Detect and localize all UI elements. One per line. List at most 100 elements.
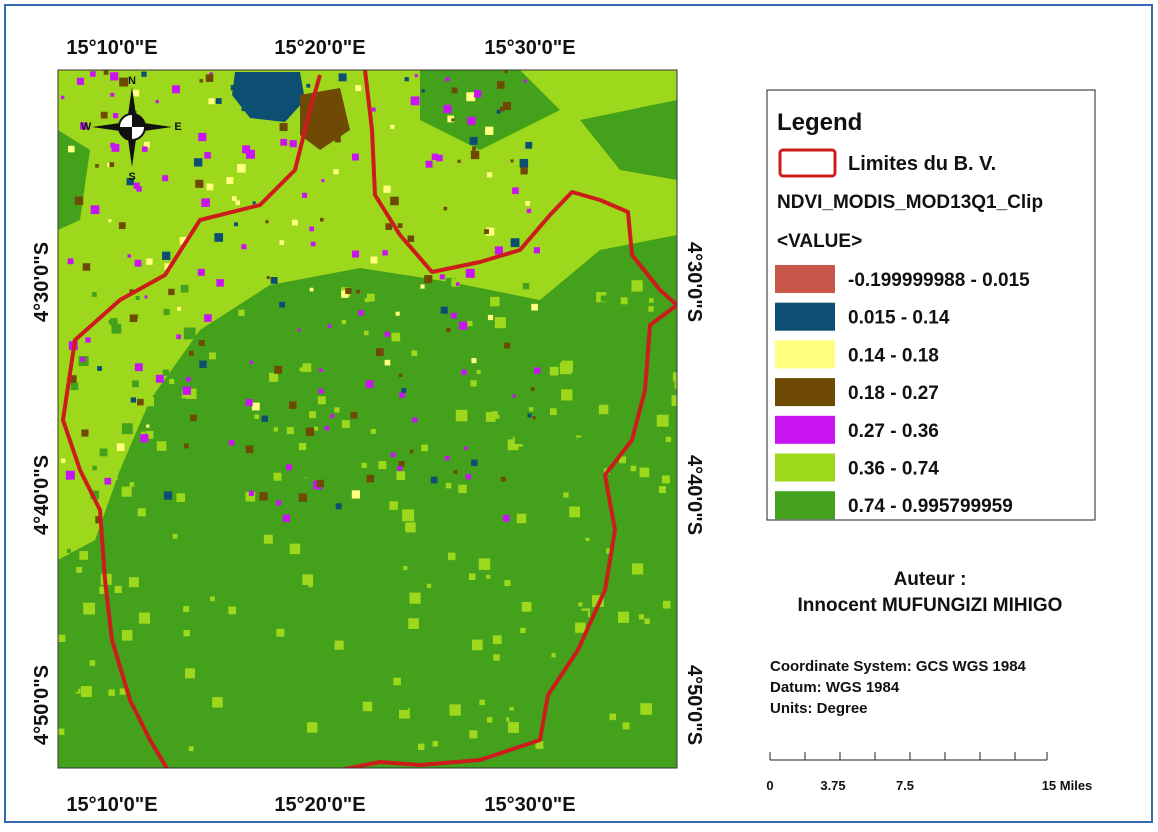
ndvi-speck	[355, 592, 361, 598]
ndvi-speck	[352, 154, 359, 161]
legend-swatch	[775, 340, 835, 368]
ndvi-speck	[563, 492, 568, 497]
ndvi-speck	[163, 369, 169, 375]
ndvi-speck	[444, 637, 455, 648]
ndvi-speck	[445, 456, 450, 461]
ndvi-speck	[61, 459, 66, 464]
ndvi-speck	[399, 392, 405, 398]
legend-label: 0.14 - 0.18	[848, 345, 939, 366]
ndvi-speck	[195, 278, 200, 283]
ndvi-speck	[137, 399, 144, 406]
ndvi-speck	[515, 435, 524, 444]
legend-label: -0.199999988 - 0.015	[848, 270, 1030, 291]
ndvi-speck	[458, 485, 466, 493]
ndvi-speck	[129, 577, 139, 587]
ndvi-speck	[397, 699, 408, 710]
ndvi-speck	[377, 405, 386, 414]
ndvi-speck	[119, 78, 128, 87]
ndvi-speck	[133, 371, 140, 378]
ndvi-speck	[177, 307, 181, 311]
ndvi-speck	[631, 280, 642, 291]
ndvi-speck	[459, 322, 467, 330]
ndvi-speck	[336, 503, 342, 509]
ndvi-speck	[267, 276, 270, 279]
ndvi-speck	[68, 258, 74, 264]
ndvi-speck	[327, 324, 331, 328]
ndvi-speck	[236, 472, 246, 482]
ndvi-speck	[130, 314, 138, 322]
scale-label: 7.5	[896, 778, 914, 793]
ndvi-speck	[418, 744, 424, 750]
ndvi-speck	[432, 154, 438, 160]
ndvi-speck	[306, 428, 314, 436]
ndvi-speck	[318, 396, 326, 404]
ndvi-speck	[601, 296, 607, 302]
ndvi-speck	[391, 452, 396, 457]
ndvi-speck	[208, 98, 214, 104]
ndvi-speck	[468, 679, 479, 690]
legend-swatch	[775, 265, 835, 293]
ndvi-speck	[200, 79, 204, 83]
ndvi-speck	[299, 493, 307, 501]
ndvi-speck	[639, 614, 644, 619]
ndvi-speck	[427, 584, 431, 588]
ndvi-speck	[385, 332, 390, 337]
legend-field: <VALUE>	[777, 231, 862, 252]
coordinate-info: Coordinate System: GCS WGS 1984	[770, 658, 1027, 675]
ndvi-speck	[580, 578, 585, 583]
ndvi-speck	[129, 355, 135, 361]
ndvi-speck	[58, 729, 64, 735]
ndvi-speck	[355, 85, 361, 91]
ndvi-speck	[135, 260, 142, 267]
graticule-label: 15°20'0"E	[274, 794, 365, 816]
ndvi-speck	[431, 477, 438, 484]
ndvi-speck	[186, 377, 191, 382]
ndvi-speck	[364, 331, 369, 336]
ndvi-speck	[528, 413, 532, 417]
ndvi-speck	[111, 422, 120, 431]
scale-label: 0	[766, 778, 773, 793]
ndvi-speck	[625, 668, 634, 677]
ndvi-speck	[487, 717, 492, 722]
ndvi-speck	[204, 152, 211, 159]
ndvi-speck	[164, 491, 172, 499]
ndvi-speck	[106, 473, 111, 478]
ndvi-speck	[607, 334, 613, 340]
ndvi-speck	[575, 623, 585, 633]
ndvi-speck	[652, 602, 662, 612]
ndvi-speck	[222, 560, 229, 567]
ndvi-speck	[412, 418, 417, 423]
ndvi-speck	[110, 72, 118, 80]
ndvi-speck	[560, 362, 572, 374]
ndvi-speck	[640, 703, 652, 715]
ndvi-speck	[408, 618, 419, 629]
ndvi-speck	[586, 364, 596, 374]
ndvi-speck	[108, 219, 111, 222]
ndvi-speck	[551, 653, 555, 657]
ndvi-speck	[445, 77, 449, 81]
ndvi-speck	[304, 478, 314, 488]
ndvi-speck	[529, 423, 538, 432]
author-name: Innocent MUFUNGIZI MIHIGO	[798, 595, 1063, 616]
ndvi-speck	[471, 380, 477, 386]
ndvi-speck	[142, 328, 149, 335]
ndvi-speck	[451, 527, 459, 535]
ndvi-speck	[511, 338, 519, 346]
ndvi-speck	[525, 201, 530, 206]
ndvi-speck	[232, 196, 237, 201]
ndvi-speck	[352, 251, 359, 258]
ndvi-speck	[644, 619, 649, 624]
ndvi-speck	[577, 438, 589, 450]
ndvi-speck	[424, 275, 432, 283]
ndvi-speck	[538, 408, 548, 418]
ndvi-speck	[609, 714, 616, 721]
ndvi-speck	[531, 387, 535, 391]
graticule-label: 15°10'0"E	[66, 37, 157, 59]
ndvi-speck	[90, 660, 96, 666]
legend-swatch	[775, 416, 835, 444]
ndvi-speck	[366, 380, 374, 388]
ndvi-speck	[58, 530, 62, 534]
ndvi-speck	[486, 473, 496, 483]
ndvi-speck	[238, 600, 243, 605]
ndvi-speck	[262, 416, 268, 422]
